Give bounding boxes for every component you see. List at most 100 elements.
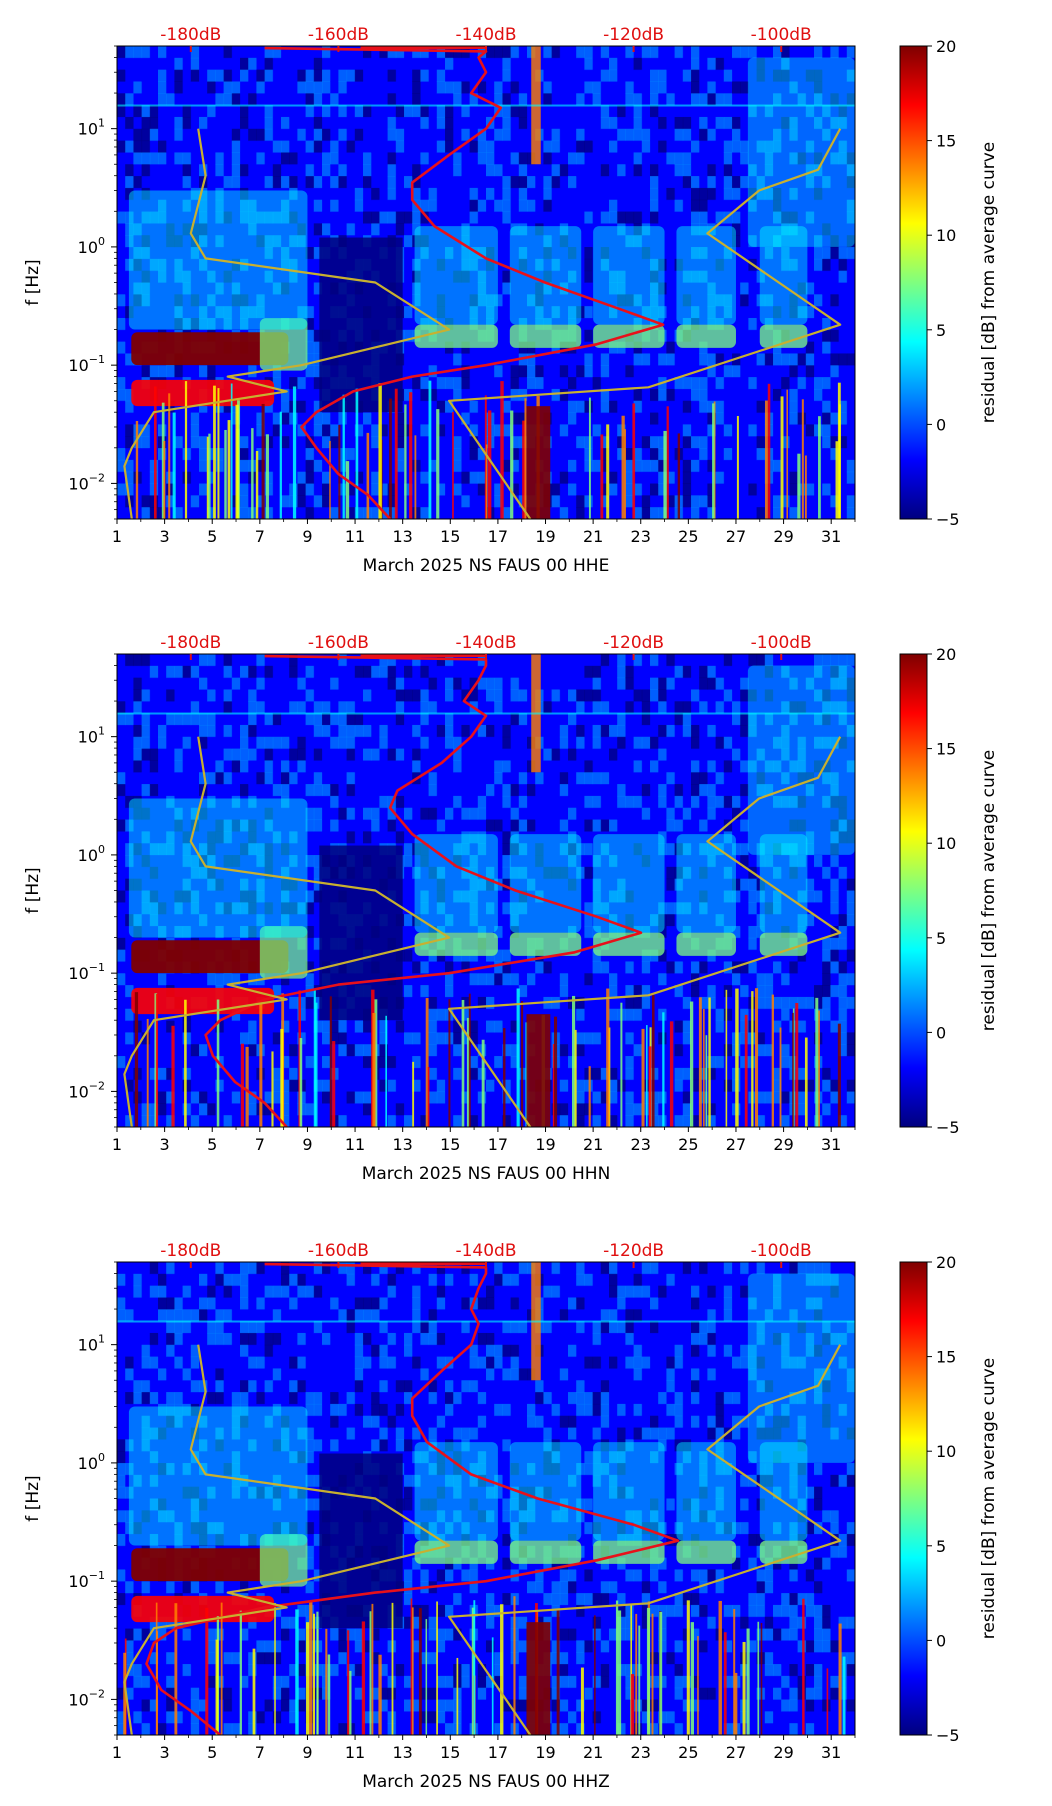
x-tick-label: 23 — [631, 1743, 651, 1762]
colorbar-gradient — [899, 45, 928, 520]
x-tick-label: 29 — [773, 527, 793, 546]
y-tick-base: 10 — [68, 1082, 88, 1101]
top-axis-label: -100dB — [751, 25, 812, 45]
spectrogram-area — [117, 46, 855, 519]
x-tick-label: 19 — [535, 1135, 555, 1154]
event-day18 — [526, 406, 551, 519]
colorbar-tick-label: 0 — [936, 1631, 946, 1650]
low-noise-model-curve — [123, 736, 451, 1127]
top-axis-label: -120dB — [603, 633, 664, 653]
y-tick-exponent: 1 — [98, 117, 105, 130]
y-tick-label: 101 — [78, 725, 105, 747]
x-tick-label: 23 — [631, 1135, 651, 1154]
y-tick-label: 10−1 — [68, 1569, 105, 1591]
top-axis-label: -180dB — [160, 633, 221, 653]
colorbar-tick-label: 15 — [936, 132, 956, 151]
colorbar-tick-label: −5 — [936, 510, 960, 529]
x-tick-label: 1 — [112, 1135, 122, 1154]
quiet-band — [319, 237, 403, 413]
y-tick-exponent: −1 — [89, 961, 105, 974]
x-tick-label: 1 — [112, 1743, 122, 1762]
x-tick-label: 7 — [255, 1135, 265, 1154]
colorbar-tick-label: 20 — [936, 645, 956, 664]
x-tick-label: 15 — [440, 527, 460, 546]
x-tick-label: 15 — [440, 1743, 460, 1762]
colorbar-tick-label: 15 — [936, 1348, 956, 1367]
colorbar: −5 0 5 10 15 20 residual [dB] from average cur… — [899, 37, 999, 529]
transient-spikes — [135, 380, 841, 519]
x-tick-label: 11 — [345, 1135, 365, 1154]
y-tick-base: 10 — [78, 728, 98, 747]
x-tick-label: 29 — [773, 1135, 793, 1154]
x-tick-label: 5 — [207, 1135, 217, 1154]
x-tick-label: 17 — [488, 1135, 508, 1154]
y-tick-label: 10−2 — [68, 1079, 105, 1101]
top-axis-label: -180dB — [160, 1241, 221, 1261]
high-noise-model-curve — [448, 1344, 842, 1735]
top-axis-label: -180dB — [160, 25, 221, 45]
y-tick-label: 100 — [78, 235, 105, 257]
low-noise-model-curve — [123, 128, 451, 519]
quiet-band — [319, 1453, 403, 1629]
psd-average-curve — [145, 1262, 680, 1735]
colorbar-tick-label: 20 — [936, 37, 956, 56]
x-tick-label: 21 — [583, 1743, 603, 1762]
x-tick-label: 31 — [821, 1135, 841, 1154]
x-tick-label: 3 — [160, 1135, 170, 1154]
top-axis-label: -140dB — [455, 1241, 516, 1261]
y-tick-base: 10 — [68, 474, 88, 493]
x-axis-label: March 2025 NS FAUS 00 HHN — [362, 1164, 611, 1184]
x-tick-label: 27 — [726, 1135, 746, 1154]
y-tick-label: 10−2 — [68, 471, 105, 493]
colorbar-tick-label: 10 — [936, 226, 956, 245]
y-tick-base: 10 — [78, 846, 98, 865]
colorbar-label: residual [dB] from average curve — [979, 750, 999, 1031]
x-tick-label: 21 — [583, 527, 603, 546]
x-tick-label: 5 — [207, 1743, 217, 1762]
colorbar-tick-label: −5 — [936, 1726, 960, 1745]
y-tick-exponent: 1 — [98, 725, 105, 738]
quiet-band — [319, 845, 403, 1021]
colorbar: −5 0 5 10 15 20 residual [dB] from average cur… — [899, 645, 999, 1137]
x-axis-label: March 2025 NS FAUS 00 HHZ — [362, 1772, 610, 1792]
x-tick-label: 3 — [160, 527, 170, 546]
y-tick-exponent: 0 — [98, 1451, 105, 1464]
x-tick-label: 31 — [821, 527, 841, 546]
y-tick-exponent: −1 — [89, 353, 105, 366]
y-axis-label: f [Hz] — [23, 1475, 43, 1521]
y-tick-base: 10 — [78, 1454, 98, 1473]
y-tick-base: 10 — [78, 120, 98, 139]
y-tick-exponent: −2 — [89, 471, 105, 484]
colorbar-tick-label: 0 — [936, 1023, 946, 1042]
transient-spikes — [134, 988, 841, 1127]
tonal-line — [117, 1320, 855, 1323]
top-axis-label: -160dB — [308, 1241, 369, 1261]
x-tick-label: 13 — [392, 527, 412, 546]
x-tick-label: 9 — [302, 527, 312, 546]
colorbar-tick-label: 10 — [936, 1442, 956, 1461]
x-axis-label: March 2025 NS FAUS 00 HHE — [363, 556, 610, 576]
x-tick-label: 25 — [678, 1135, 698, 1154]
colorbar-label: residual [dB] from average curve — [979, 142, 999, 423]
y-axis-label: f [Hz] — [23, 259, 43, 305]
y-tick-exponent: −2 — [89, 1687, 105, 1700]
x-tick-label: 1 — [112, 527, 122, 546]
y-tick-label: 10−1 — [68, 353, 105, 375]
x-tick-label: 9 — [302, 1743, 312, 1762]
psd-average-curve — [264, 46, 665, 519]
tonal-line — [117, 104, 855, 107]
colorbar-gradient — [899, 1261, 928, 1736]
x-tick-label: 29 — [773, 1743, 793, 1762]
top-axis-label: -140dB — [455, 633, 516, 653]
y-tick-label: 101 — [78, 117, 105, 139]
top-axis-label: -100dB — [751, 633, 812, 653]
x-tick-label: 17 — [488, 527, 508, 546]
colorbar-tick-label: 0 — [936, 415, 946, 434]
y-tick-base: 10 — [68, 1572, 88, 1591]
colorbar-tick-label: −5 — [936, 1118, 960, 1137]
y-tick-exponent: 0 — [98, 843, 105, 856]
top-axis-label: -140dB — [455, 25, 516, 45]
colorbar-tick-label: 10 — [936, 834, 956, 853]
